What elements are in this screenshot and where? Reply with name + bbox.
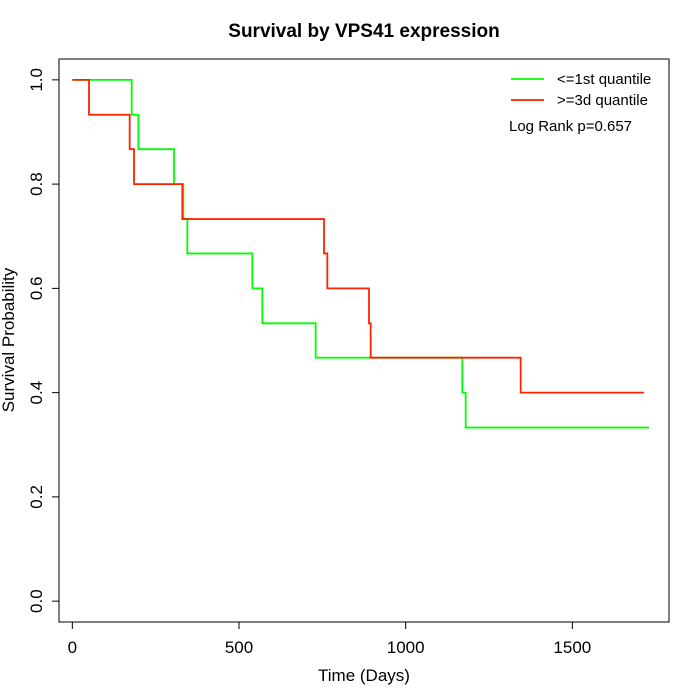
- chart-title: Survival by VPS41 expression: [228, 21, 499, 42]
- x-tick-label: 1000: [387, 638, 425, 657]
- x-tick-label: 1500: [553, 638, 591, 657]
- y-axis: 0.0 0.2 0.4 0.6 0.8 1.0: [27, 68, 60, 613]
- y-tick-label: 0.2: [27, 485, 46, 509]
- log-rank-annotation: Log Rank p=0.657: [509, 118, 632, 135]
- x-axis-label: Time (Days): [318, 666, 410, 685]
- y-axis-label: Survival Probability: [0, 267, 18, 412]
- y-tick-label: 0.6: [27, 277, 46, 301]
- legend-label: >=3d quantile: [557, 92, 648, 109]
- y-tick-label: 0.0: [27, 589, 46, 613]
- x-tick-label: 0: [68, 638, 77, 657]
- y-tick-label: 1.0: [27, 68, 46, 92]
- x-tick-label: 500: [225, 638, 253, 657]
- series-layer: [72, 78, 649, 429]
- y-tick-label: 0.8: [27, 172, 46, 196]
- y-tick-label: 0.4: [27, 381, 46, 405]
- x-axis: 0 500 1000 1500: [68, 621, 591, 657]
- legend: <=1st quantile >=3d quantile: [511, 71, 651, 109]
- survival-curve-1: [72, 78, 649, 429]
- legend-label: <=1st quantile: [557, 71, 651, 88]
- survival-curve-2: [72, 78, 644, 394]
